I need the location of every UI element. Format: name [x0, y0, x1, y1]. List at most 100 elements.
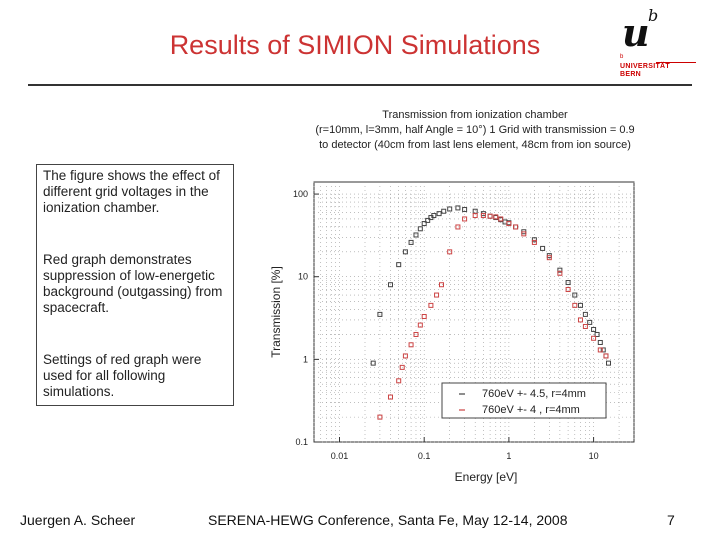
data-point-series-1: [441, 208, 447, 214]
chart-title-line-3: to detector (40cm from last lens element…: [319, 139, 631, 151]
data-point-series-2: [577, 317, 583, 323]
data-point-series-2: [434, 292, 440, 298]
data-point-series-2: [603, 353, 609, 359]
data-point-series-2: [546, 255, 552, 261]
x-axis-label: Energy [eV]: [455, 470, 518, 484]
data-point-series-2: [447, 249, 453, 255]
logo-u: u: [622, 10, 650, 55]
title-divider: [28, 84, 692, 86]
data-point-series-2: [591, 335, 597, 341]
data-point-series-2: [513, 224, 519, 230]
data-point-series-1: [582, 311, 588, 317]
data-point-series-1: [531, 237, 537, 243]
paragraph-settings: Settings of red graph were used for all …: [43, 352, 202, 399]
logo-text: UNIVERSITÄT BERN: [620, 63, 670, 79]
data-point-series-1: [387, 282, 393, 288]
data-point-series-1: [421, 221, 427, 227]
data-point-series-1: [577, 302, 583, 308]
data-point-series-1: [425, 217, 431, 223]
data-point-series-2: [521, 231, 527, 237]
data-point-series-1: [431, 213, 437, 219]
data-point-series-2: [498, 216, 504, 222]
chart-title-line-2: (r=10mm, l=3mm, half Angle = 10°) 1 Grid…: [315, 124, 634, 136]
data-point-series-1: [417, 226, 423, 232]
data-point-series-2: [531, 239, 537, 245]
data-point-series-2: [421, 314, 427, 320]
page-number: 7: [667, 512, 675, 528]
footer-author: Juergen A. Scheer: [20, 512, 136, 528]
data-point-series-2: [572, 302, 578, 308]
x-tick-label: 0.01: [331, 451, 349, 461]
logo-rule: [656, 62, 696, 63]
transmission-chart: Transmission from ionization chamber (r=…: [260, 100, 680, 492]
data-point-series-2: [455, 224, 461, 230]
data-point-series-2: [565, 287, 571, 293]
data-point-series-2: [408, 342, 414, 348]
paragraph-effect: The figure shows the effect of different…: [43, 168, 220, 215]
data-point-series-1: [591, 326, 597, 332]
data-point-series-1: [603, 353, 609, 359]
logo-b: b: [648, 6, 659, 25]
data-point-series-1: [606, 360, 612, 366]
data-point-series-1: [408, 239, 414, 245]
data-point-series-1: [565, 280, 571, 286]
data-point-series-2: [472, 213, 478, 219]
legend: 760eV +- 4.5, r=4mm 760eV +- 4 , r=4mm: [441, 382, 607, 419]
description-box: The figure shows the effect of different…: [36, 164, 234, 406]
data-point-series-2: [557, 270, 563, 276]
legend-label-series-2: 760eV +- 4 , r=4mm: [482, 404, 580, 416]
data-point-series-1: [462, 207, 468, 213]
data-point-series-2: [597, 347, 603, 353]
data-point-series-1: [587, 319, 593, 325]
data-point-series-2: [462, 216, 468, 222]
data-point-series-1: [557, 267, 563, 273]
data-point-series-1: [455, 205, 461, 211]
logo-superscript: b: [620, 54, 624, 60]
data-point-series-2: [387, 394, 393, 400]
data-point-series-1: [402, 249, 408, 255]
data-point-series-2: [402, 353, 408, 359]
paragraph-red-graph: Red graph demonstrates suppression of lo…: [43, 252, 223, 315]
slide-title: Results of SIMION Simulations: [169, 30, 541, 60]
data-point-series-1: [594, 331, 600, 337]
data-point-series-2: [493, 214, 499, 220]
x-tick-label: 10: [589, 451, 599, 461]
legend-box: [441, 382, 607, 419]
data-point-series-2: [506, 221, 512, 227]
y-tick-label: 100: [293, 189, 308, 199]
chart-title-line-1: Transmission from ionization chamber: [382, 109, 568, 121]
y-tick-label: 0.1: [295, 437, 308, 447]
logo-line-1: UNIVERSITÄT: [620, 63, 670, 70]
university-logo: u b b UNIVERSITÄT BERN: [618, 6, 698, 86]
logo-line-2: BERN: [620, 71, 642, 78]
data-point-series-1: [370, 360, 376, 366]
x-tick-label: 0.1: [418, 451, 431, 461]
y-tick-label: 1: [303, 354, 308, 364]
y-tick-label: 10: [298, 272, 308, 282]
data-point-series-2: [480, 213, 486, 219]
footer-conference: SERENA-HEWG Conference, Santa Fe, May 12…: [208, 512, 568, 528]
chart-svg: Transmission from ionization chamber (r=…: [269, 109, 635, 484]
data-point-series-1: [377, 311, 383, 317]
data-point-series-2: [582, 323, 588, 329]
series-layer: [370, 205, 612, 420]
legend-label-series-1: 760eV +- 4.5, r=4mm: [482, 388, 586, 400]
data-point-series-2: [377, 414, 383, 420]
data-point-series-2: [417, 322, 423, 328]
data-point-series-1: [447, 206, 453, 212]
data-point-series-1: [472, 208, 478, 214]
data-point-series-2: [396, 378, 402, 384]
x-tick-label: 1: [506, 451, 511, 461]
y-axis-label: Transmission [%]: [269, 266, 283, 358]
data-point-series-1: [413, 232, 419, 238]
data-point-series-1: [600, 347, 606, 353]
data-point-series-2: [487, 213, 493, 219]
data-point-series-1: [436, 211, 442, 217]
tick-layer: 0.01 0.1 1 10 0.1 1 10 100: [293, 189, 599, 461]
data-point-series-1: [396, 262, 402, 268]
data-point-series-2: [399, 364, 405, 370]
data-point-series-2: [438, 282, 444, 288]
data-point-series-1: [572, 292, 578, 298]
data-point-series-2: [413, 331, 419, 337]
data-point-series-2: [428, 302, 434, 308]
